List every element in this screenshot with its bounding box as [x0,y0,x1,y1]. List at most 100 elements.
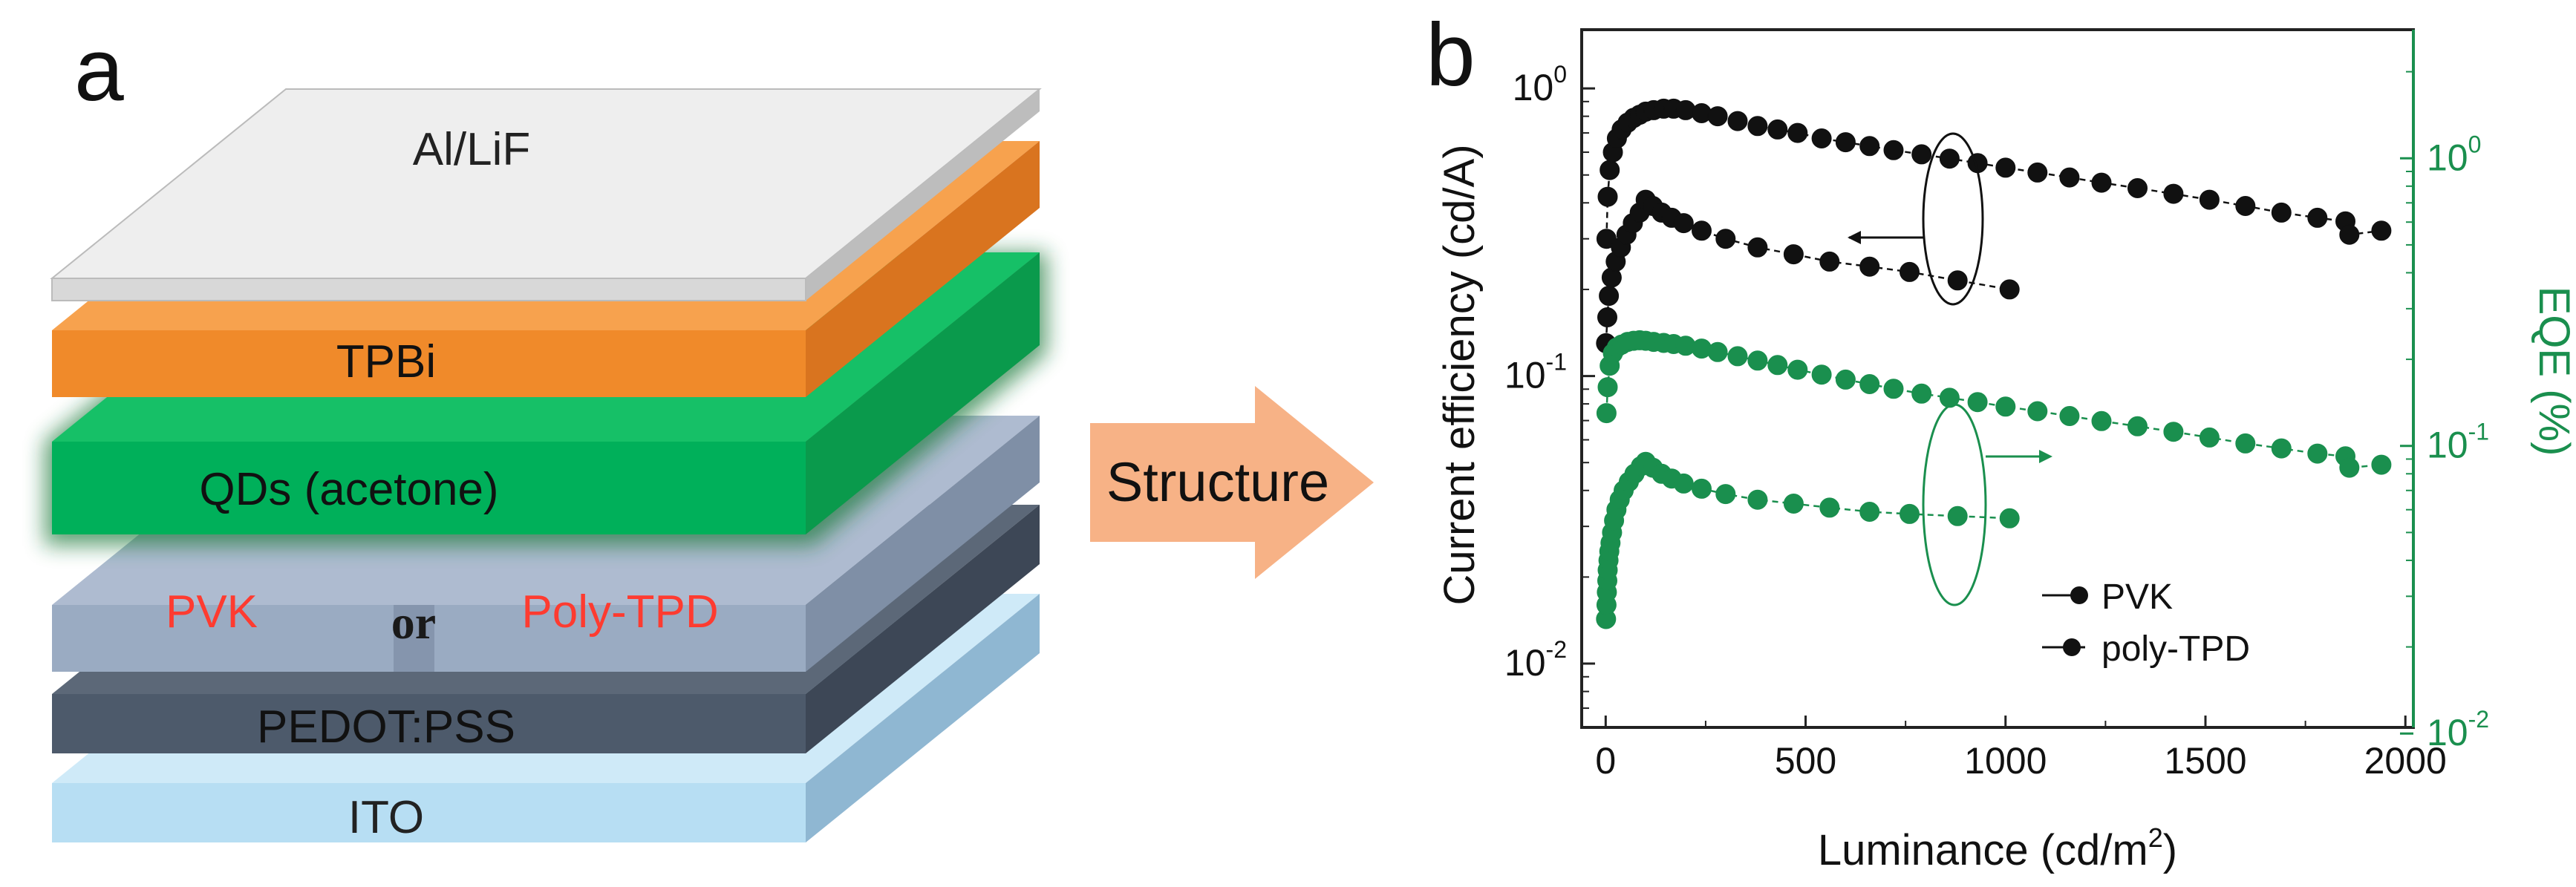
legend-marker-pvk [2070,586,2088,604]
data-point [1783,244,1804,265]
data-point [1747,350,1768,371]
data-point [1747,116,1768,137]
x-tick-label-1: 500 [1775,740,1836,782]
data-point [1883,140,1904,160]
panel-a-device-stack: a ITO PEDOT:PSS PVK or Poly-TPD [45,20,1047,843]
data-point [1911,383,1932,404]
data-point [2271,202,2292,223]
data-point [1883,379,1904,399]
y-axis-right: 10-2 10-1 100 [2400,30,2489,753]
y-left-tick-label-0: 10-2 [1504,636,1567,684]
data-point [2271,438,2292,459]
layer-pvk-label: PVK [166,586,258,638]
x-axis-title: Luminance (cd/m2) [1818,822,2177,874]
data-point [1692,220,1712,241]
data-point [1835,369,1856,390]
x-tick-label-4: 2000 [2364,740,2447,782]
data-point [2235,196,2256,216]
annotation-oval-black [1922,132,1984,306]
data-point [1999,279,2020,300]
data-point [2235,433,2256,454]
data-point [1900,261,1920,282]
data-point [2059,167,2080,188]
data-point [2371,220,2392,241]
data-point [1747,237,1768,258]
data-point [2163,422,2184,442]
x-axis-title-main: Luminance (cd/m [1818,826,2148,874]
panel-b-letter: b [1426,5,1476,105]
legend-label-poly-tpd: poly-TPD [2101,629,2250,669]
data-point [1819,497,1840,518]
data-point [1947,505,1968,526]
legend-marker-poly-tpd [2063,638,2081,656]
legend-item-poly-tpd: poly-TPD [2042,629,2250,669]
data-point [2199,189,2220,210]
data-point [1767,355,1788,376]
or-label: or [391,596,436,649]
data-point [1747,489,1768,510]
data-point [1995,396,2016,417]
data-point [1947,270,1968,291]
data-point [1727,346,1748,367]
data-point [2371,454,2392,475]
layer-al-lif-label: Al/LiF [413,124,530,175]
data-point [1811,364,1832,385]
structure-arrow-label: Structure [1106,451,1329,513]
data-point [1900,503,1920,524]
data-point [2127,178,2148,198]
data-point [1939,148,1960,169]
y-left-tick-label-2: 100 [1513,61,1567,108]
data-point [2163,183,2184,204]
data-point [1597,307,1617,327]
data-point [2199,427,2220,448]
data-point [1599,286,1620,307]
data-point [1859,374,1880,394]
layer-pedot-label: PEDOT:PSS [257,701,515,753]
annotations [1848,132,2052,606]
data-point [1692,478,1712,499]
data-point [1859,502,1880,522]
plot-frame [1580,28,2415,729]
data-point [1999,508,2020,528]
data-point [2027,162,2048,183]
data-point [1767,119,1788,140]
data-point [1715,484,1736,505]
y-axis-title-left: Current efficiency (cd/A) [1435,144,1484,605]
data-point [1597,186,1618,207]
y-left-tick-label-1: 10-1 [1504,349,1567,396]
layer-poly-tpd-label: Poly-TPD [521,586,718,638]
layer-al-lif: Al/LiF [50,88,1042,301]
data-point [1787,359,1808,380]
data-point [1939,387,1960,408]
data-point [2307,443,2328,464]
data-point [2339,457,2360,478]
data-point [1787,122,1808,143]
data-point [1911,144,1932,165]
data-point [2307,207,2328,228]
data-point [1859,136,1880,157]
data-point [1995,157,2016,178]
data-point [1597,377,1618,398]
panel-a-letter: a [74,20,124,120]
y-right-tick-label-0: 10-2 [2427,706,2489,753]
data-point [1673,213,1694,234]
data-point [1811,128,1832,148]
x-axis-title-sup: 2 [2148,822,2163,853]
data-point [2091,172,2112,193]
series-layer [1596,98,2392,629]
series-0 [1596,98,2392,249]
y-axis-title-right: EQE (%) [2530,287,2576,456]
x-tick-label-3: 1500 [2164,740,2246,782]
data-point [1707,341,1728,362]
layer-tpbi-label: TPBi [336,336,436,387]
series-2 [1596,330,2392,478]
data-point [2339,224,2360,245]
data-point [1859,256,1880,277]
legend: PVK poly-TPD [2042,577,2250,669]
structure-arrow: Structure [1090,386,1374,579]
data-point [1600,160,1620,180]
data-point [1835,132,1856,153]
annotation-arrow-left-head [1848,231,1861,244]
data-point [1596,403,1617,424]
